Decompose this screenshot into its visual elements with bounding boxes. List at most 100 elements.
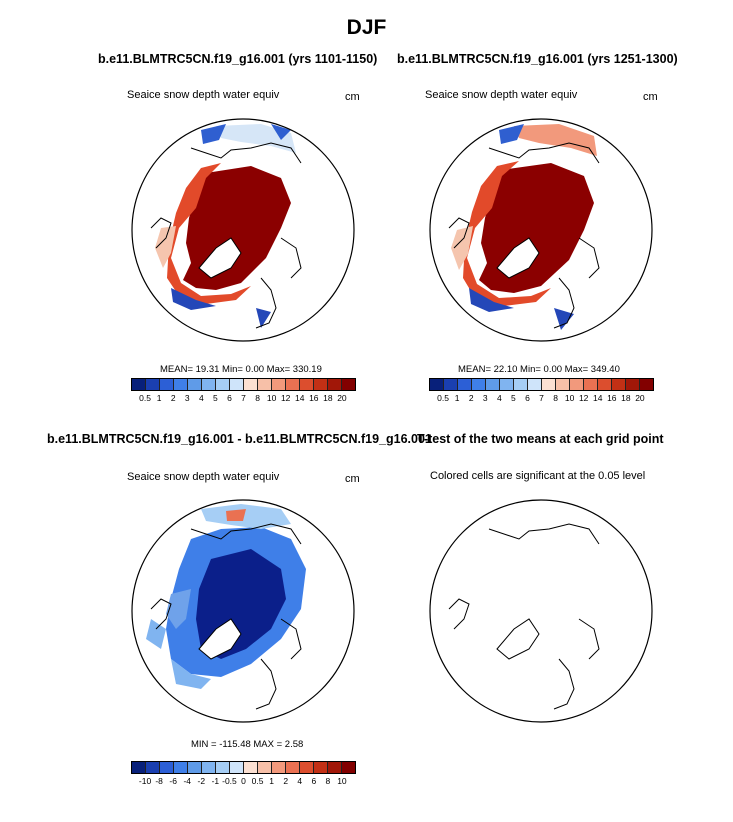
colorbar-tick-label: -10 <box>138 776 152 786</box>
colorbar-tick-label: 4 <box>496 393 502 403</box>
polar-map-3 <box>131 499 355 723</box>
colorbar-swatch <box>286 762 300 773</box>
colorbar-tick-label: 6 <box>525 393 530 403</box>
colorbar-tick-label: 8 <box>553 393 558 403</box>
colorbar-swatch <box>626 379 640 390</box>
colorbar-swatch <box>230 762 244 773</box>
colorbar-swatch <box>216 379 230 390</box>
snow-field-atlantic-blue <box>201 124 291 144</box>
colorbar-tick-label: 20 <box>635 393 645 403</box>
colorbar-swatch <box>328 762 342 773</box>
colorbar-tick-label: 4 <box>198 393 204 403</box>
colorbar-tick-label: 7 <box>539 393 544 403</box>
colorbar-tick-label: 3 <box>482 393 488 403</box>
colorbar-swatch <box>570 379 584 390</box>
colorbar-tick-label: 18 <box>323 393 333 403</box>
colorbar-swatch <box>556 379 570 390</box>
panel-title-3: b.e11.BLMTRC5CN.f19_g16.001 - b.e11.BLMT… <box>47 432 432 446</box>
colorbar-abs-1-ticks: 0.5 1 2 3 4 5 6 7 8 10 12 14 16 18 20 <box>131 393 356 405</box>
colorbar-swatch <box>300 762 314 773</box>
panel-field-label-2: Seaice snow depth water equiv <box>425 89 578 101</box>
colorbar-tick-label: 6 <box>311 776 317 786</box>
colorbar-tick-label: 2 <box>468 393 474 403</box>
colorbar-diff <box>131 761 356 774</box>
colorbar-swatch <box>146 762 160 773</box>
colorbar-swatch <box>272 379 286 390</box>
colorbar-tick-label: 14 <box>295 393 305 403</box>
colorbar-swatch <box>300 379 314 390</box>
colorbar-abs-2-ticks: 0.5 1 2 3 4 5 6 7 8 10 12 14 16 18 20 <box>429 393 654 405</box>
colorbar-tick-label: 18 <box>621 393 631 403</box>
colorbar-tick-label: 3 <box>184 393 190 403</box>
colorbar-tick-label: 5 <box>511 393 516 403</box>
colorbar-swatch <box>216 762 230 773</box>
polar-map-1 <box>131 118 355 342</box>
colorbar-tick-label: 1 <box>269 776 274 786</box>
panel-units-2: cm <box>643 91 658 103</box>
colorbar-swatch <box>132 379 146 390</box>
colorbar-tick-label: 10 <box>337 776 347 786</box>
panel-field-label-3: Seaice snow depth water equiv <box>127 471 280 483</box>
colorbar-swatch <box>612 379 626 390</box>
colorbar-swatch <box>342 379 355 390</box>
colorbar-tick-label: -1 <box>211 776 220 786</box>
panel-units-1: cm <box>345 91 360 103</box>
colorbar-swatch <box>230 379 244 390</box>
colorbar-abs-2 <box>429 378 654 391</box>
colorbar-tick-label: 12 <box>280 393 291 403</box>
colorbar-tick-label: -4 <box>183 776 192 786</box>
colorbar-tick-label: 2 <box>283 776 289 786</box>
colorbar-swatch <box>188 379 202 390</box>
colorbar-tick-label: 10 <box>266 393 277 403</box>
colorbar-tick-label: 1 <box>156 393 162 403</box>
colorbar-tick-label: 0.5 <box>437 393 449 403</box>
colorbar-tick-label: 2 <box>170 393 176 403</box>
colorbar-swatch <box>500 379 514 390</box>
colorbar-swatch <box>202 379 216 390</box>
colorbar-swatch <box>174 762 188 773</box>
colorbar-swatch <box>188 762 202 773</box>
colorbar-tick-label: 8 <box>325 776 331 786</box>
colorbar-tick-label: 0 <box>241 776 246 786</box>
snow-field-hudson-blue <box>171 288 271 328</box>
panel-title-4: T-test of the two means at each grid poi… <box>417 432 664 446</box>
colorbar-swatch <box>584 379 598 390</box>
colorbar-diff-ticks: -10 -8 -6 -4 -2 -1 -0.5 0 0.5 1 2 4 6 8 10 <box>131 776 356 788</box>
figure-title: DJF <box>346 16 387 39</box>
panel-field-label-1: Seaice snow depth water equiv <box>127 89 280 101</box>
colorbar-swatch <box>160 762 174 773</box>
colorbar-swatch <box>444 379 458 390</box>
panel-stats-1: MEAN= 19.31 Min= 0.00 Max= 330.19 <box>160 364 322 375</box>
colorbar-tick-label: 1 <box>454 393 460 403</box>
colorbar-swatch <box>286 379 300 390</box>
colorbar-tick-label: 5 <box>213 393 218 403</box>
panel-title-2: b.e11.BLMTRC5CN.f19_g16.001 (yrs 1251-13… <box>397 52 678 66</box>
colorbar-tick-label: 4 <box>297 776 303 786</box>
colorbar-swatch <box>160 379 174 390</box>
colorbar-tick-label: 7 <box>241 393 246 403</box>
polar-map-2 <box>429 118 653 342</box>
colorbar-swatch <box>542 379 556 390</box>
colorbar-swatch <box>514 379 528 390</box>
colorbar-swatch <box>640 379 653 390</box>
colorbar-swatch <box>598 379 612 390</box>
colorbar-swatch <box>258 762 272 773</box>
colorbar-swatch <box>314 379 328 390</box>
colorbar-tick-label: 0.5 <box>251 776 264 786</box>
colorbar-tick-label: -8 <box>155 776 163 786</box>
colorbar-abs-1 <box>131 378 356 391</box>
colorbar-tick-label: 6 <box>227 393 232 403</box>
colorbar-swatch <box>328 379 342 390</box>
snow-field-edge <box>167 163 251 304</box>
colorbar-swatch <box>174 379 188 390</box>
colorbar-swatch <box>472 379 486 390</box>
panel-title-1: b.e11.BLMTRC5CN.f19_g16.001 (yrs 1101-11… <box>98 52 378 66</box>
colorbar-swatch <box>314 762 328 773</box>
colorbar-tick-label: -6 <box>169 776 177 786</box>
colorbar-swatch <box>430 379 444 390</box>
colorbar-tick-label: 10 <box>564 393 575 403</box>
colorbar-swatch <box>146 379 160 390</box>
colorbar-swatch <box>342 762 355 773</box>
colorbar-tick-label: 20 <box>337 393 347 403</box>
colorbar-tick-label: 16 <box>607 393 617 403</box>
